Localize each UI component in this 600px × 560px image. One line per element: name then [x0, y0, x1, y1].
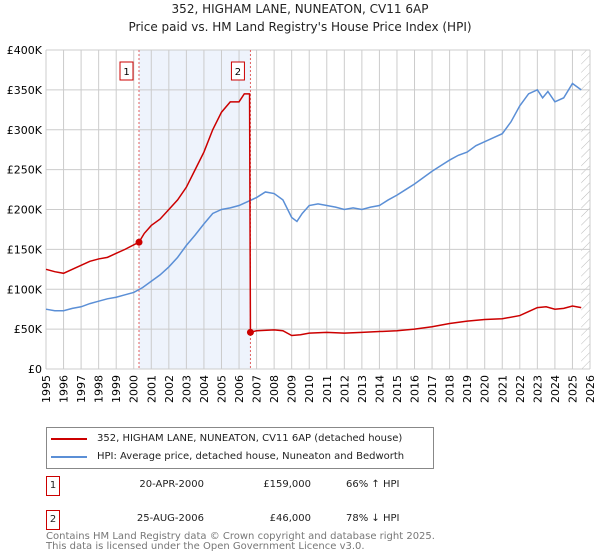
x-tick-label: 2012 — [338, 375, 351, 403]
transaction-marker: 1 — [46, 476, 60, 496]
x-tick-label: 2007 — [251, 375, 264, 403]
x-tick-label: 2021 — [496, 375, 509, 403]
x-tick-label: 2017 — [426, 375, 439, 403]
transaction-date: 20-APR-2000 — [139, 479, 204, 490]
x-tick-label: 2008 — [268, 375, 281, 403]
x-tick-label: 2005 — [215, 375, 228, 403]
chart-subtitle: Price paid vs. HM Land Registry's House … — [128, 20, 472, 34]
price-chart: 1995 1996 1997 1998 1999 2000 2001 2002 2003 2004… — [7, 44, 597, 403]
x-tick-label: 2003 — [180, 375, 193, 403]
x-tick-label: 2022 — [514, 375, 527, 403]
x-tick-label: 2023 — [531, 375, 544, 403]
x-tick-label: 2024 — [549, 375, 562, 403]
legend-item-property: 352, HIGHAM LANE, NUNEATON, CV11 6AP (de… — [51, 433, 402, 444]
y-tick-label: £250K — [7, 164, 43, 177]
x-tick-label: 2019 — [461, 375, 474, 403]
x-tick-label: 1997 — [75, 375, 88, 403]
transaction-date: 25-AUG-2006 — [136, 513, 204, 524]
transaction-price: £159,000 — [263, 479, 311, 490]
x-tick-label: 2013 — [356, 375, 369, 403]
sale-marker-label: 2 — [235, 67, 241, 78]
x-tick-label: 1996 — [58, 375, 71, 403]
sale-marker-label: 1 — [123, 67, 129, 78]
legend-label: HPI: Average price, detached house, Nune… — [97, 451, 405, 462]
x-tick-label: 2015 — [391, 375, 404, 403]
sale-marker-box — [119, 61, 134, 81]
x-tick-label: 2004 — [198, 375, 211, 403]
x-tick-label: 2020 — [479, 375, 492, 403]
legend-label: 352, HIGHAM LANE, NUNEATON, CV11 6AP (de… — [97, 433, 403, 444]
x-tick-label: 2002 — [163, 375, 176, 403]
x-tick-label: 1995 — [40, 375, 53, 403]
x-tick-label: 2016 — [409, 375, 422, 403]
y-tick-label: £350K — [7, 84, 43, 97]
transaction-hpi: 66% ↑ HPI — [346, 479, 400, 490]
y-tick-label: £200K — [7, 204, 43, 217]
legend-swatch — [51, 455, 87, 458]
x-tick-label: 2009 — [286, 375, 299, 403]
sale-point — [246, 328, 254, 336]
y-tick-label: £150K — [7, 243, 43, 256]
legend-item-hpi: HPI: Average price, detached house, Nune… — [51, 451, 404, 462]
chart-legend: 352, HIGHAM LANE, NUNEATON, CV11 6AP (de… — [46, 427, 434, 469]
y-tick-label: £50K — [14, 323, 43, 336]
x-tick-label: 2010 — [303, 375, 316, 403]
x-tick-label: 2018 — [444, 375, 457, 403]
x-tick-label: 1999 — [110, 375, 123, 403]
sale-marker-box — [230, 61, 245, 81]
x-tick-label: 2001 — [145, 375, 158, 403]
y-tick-label: £400K — [7, 44, 43, 57]
x-tick-label: 2025 — [566, 375, 579, 403]
sale-point — [135, 238, 143, 246]
transaction-price: £46,000 — [269, 513, 311, 524]
transaction-row: 1 20-APR-2000 £159,000 66% ↑ HPI — [46, 476, 446, 496]
x-tick-label: 2014 — [373, 375, 386, 403]
y-tick-label: £300K — [7, 124, 43, 137]
x-tick-label: 2000 — [128, 375, 141, 403]
transaction-marker: 2 — [46, 510, 60, 530]
x-tick-label: 1998 — [93, 375, 106, 403]
transaction-row: 2 25-AUG-2006 £46,000 78% ↓ HPI — [46, 510, 446, 530]
y-tick-label: £0 — [28, 363, 42, 376]
footer-licence: This data is licensed under the Open Gov… — [46, 541, 365, 552]
chart-title: 352, HIGHAM LANE, NUNEATON, CV11 6AP — [171, 2, 429, 16]
footer-copyright: Contains HM Land Registry data © Crown c… — [46, 531, 435, 542]
legend-swatch — [51, 437, 87, 440]
transaction-hpi: 78% ↓ HPI — [346, 513, 400, 524]
x-tick-label: 2026 — [584, 375, 597, 403]
hpi-line — [45, 82, 582, 312]
x-tick-label: 2011 — [321, 375, 334, 403]
x-tick-label: 2006 — [233, 375, 246, 403]
y-tick-label: £100K — [7, 283, 43, 296]
